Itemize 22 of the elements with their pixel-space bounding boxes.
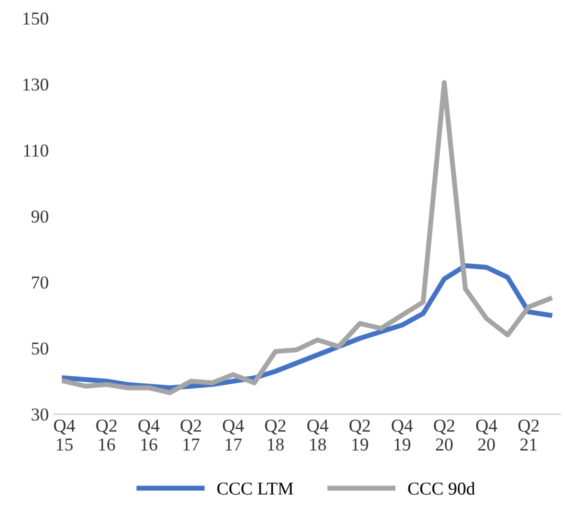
y-tick-label: 110 xyxy=(24,144,48,157)
y-tick-label: 150 xyxy=(23,12,48,25)
x-tick-label: Q4 17 xyxy=(222,420,244,450)
x-tick-label: Q4 15 xyxy=(54,420,76,451)
y-tick-label: 90 xyxy=(31,210,48,223)
x-tick-label: Q2 16 xyxy=(96,420,117,451)
x-tick-label: Q2 19 xyxy=(350,420,370,451)
x-tick-label: Q4 16 xyxy=(138,420,160,451)
y-tick-label: 130 xyxy=(23,78,48,91)
x-tick-label: Q2 18 xyxy=(265,420,286,451)
legend-label: CCC LTM xyxy=(217,482,294,495)
x-tick-label: Q2 17 xyxy=(180,420,202,450)
legend-label: CCC 90d xyxy=(408,482,475,495)
x-tick-label: Q2 20 xyxy=(434,420,454,451)
y-tick-label: 70 xyxy=(32,276,48,289)
x-tick-label: Q4 18 xyxy=(307,420,328,451)
x-tick-label: Q2 21 xyxy=(518,420,539,450)
x-tick-label: Q4 19 xyxy=(392,420,413,451)
y-tick-label: 30 xyxy=(32,408,48,421)
y-tick-label: 50 xyxy=(32,342,48,355)
x-tick-label: Q4 20 xyxy=(476,420,498,451)
line-series xyxy=(62,80,552,396)
